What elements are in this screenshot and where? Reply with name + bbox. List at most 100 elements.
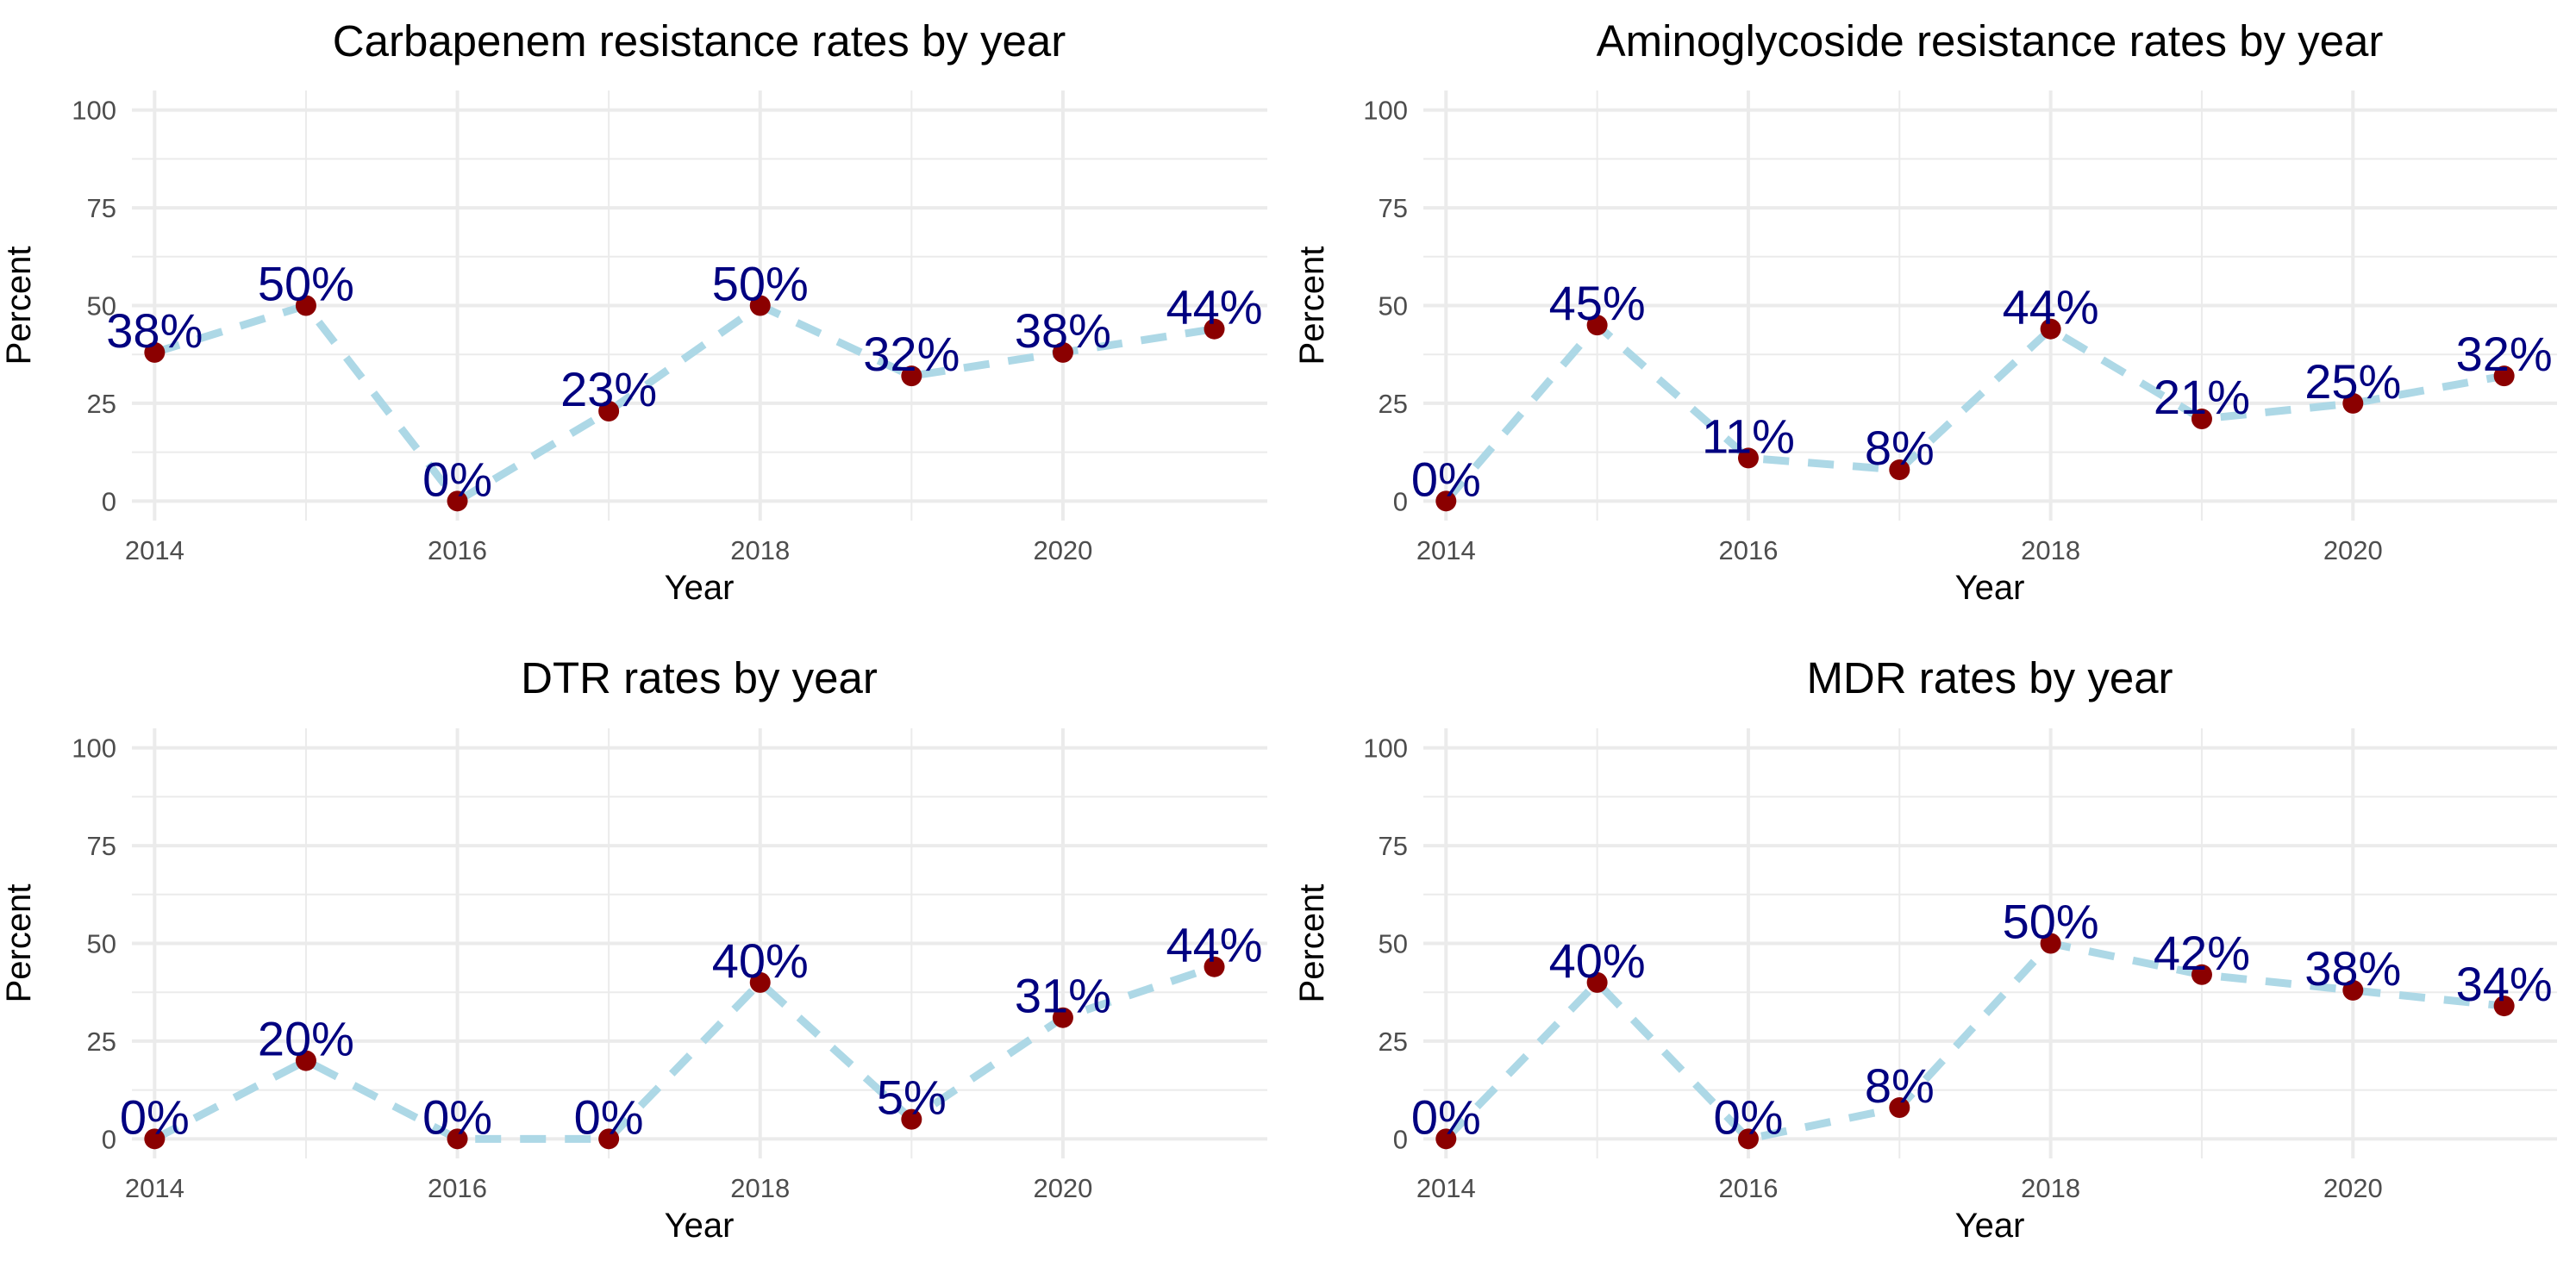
data-label: 5% (877, 1071, 947, 1125)
y-tick-label: 0 (102, 486, 116, 516)
data-label: 20% (258, 1012, 354, 1066)
data-point (2040, 933, 2061, 954)
data-point (1889, 459, 1910, 481)
y-tick-label: 50 (87, 291, 116, 321)
data-label: 38% (2304, 941, 2401, 996)
data-label: 32% (863, 327, 960, 381)
data-point (144, 1128, 166, 1150)
data-point (749, 971, 771, 993)
data-label: 23% (560, 362, 657, 416)
data-label: 8% (1865, 1058, 1935, 1113)
data-point (2493, 996, 2515, 1017)
data-label: 50% (258, 257, 354, 311)
chart-panel-2: 0 25 50 75 100 2014 2016 2018 2020 Aminoglycoside… (1293, 16, 2557, 607)
data-label: 0% (422, 452, 492, 506)
y-axis-label: Percent (1293, 884, 1331, 1003)
series-line (1443, 940, 2505, 1143)
chart-title: MDR rates by year (1806, 653, 2173, 702)
x-tick-label: 2014 (125, 535, 184, 565)
y-tick-label: 100 (1363, 734, 1408, 764)
data-point (2342, 392, 2364, 414)
data-point (598, 400, 620, 421)
data-label: 50% (2003, 895, 2099, 949)
y-tick-label: 50 (1379, 291, 1408, 321)
data-label: 34% (2456, 957, 2553, 1011)
data-label: 32% (2456, 327, 2553, 381)
data-point (1737, 447, 1759, 469)
y-tick-label: 25 (87, 389, 116, 419)
data-point (2040, 318, 2061, 340)
data-point (1052, 341, 1073, 363)
y-tick-label: 0 (102, 1124, 116, 1154)
data-label: 40% (1549, 933, 1646, 988)
y-axis-label: Percent (1293, 247, 1331, 365)
data-point (2191, 409, 2212, 430)
data-label: 0% (1411, 1089, 1481, 1144)
chart-panel-4: 0 25 50 75 100 2014 2016 2018 2020 MDR rates by y… (1293, 653, 2557, 1245)
y-axis-label: Percent (0, 884, 38, 1003)
x-tick-label: 2016 (428, 535, 487, 565)
data-label: 0% (574, 1089, 644, 1144)
series-line (153, 302, 1216, 505)
chart-title: Carbapenem resistance rates by year (333, 16, 1066, 66)
y-tick-label: 0 (1393, 486, 1408, 516)
data-point (1052, 1007, 1073, 1028)
y-tick-label: 50 (1379, 929, 1408, 959)
x-tick-label: 2014 (1416, 535, 1476, 565)
chart-title: DTR rates by year (521, 653, 878, 702)
x-tick-label: 2018 (2021, 535, 2080, 565)
y-tick-label: 100 (72, 96, 116, 126)
data-label: 44% (1166, 918, 1262, 972)
y-tick-label: 75 (87, 193, 116, 223)
data-label: 0% (1411, 452, 1481, 506)
y-tick-label: 25 (87, 1027, 116, 1057)
data-point (1435, 490, 1457, 512)
data-point (598, 1128, 620, 1150)
data-point (901, 1108, 922, 1130)
y-tick-label: 75 (1379, 831, 1408, 861)
data-label: 25% (2304, 354, 2401, 409)
data-point (2493, 365, 2515, 387)
data-label: 0% (1713, 1089, 1783, 1144)
x-tick-label: 2020 (1033, 535, 1092, 565)
data-point (144, 341, 166, 363)
data-point (295, 1050, 316, 1071)
x-axis-label: Year (665, 569, 735, 607)
y-tick-label: 0 (1393, 1124, 1408, 1154)
y-tick-label: 25 (1379, 1027, 1408, 1057)
data-point (1586, 315, 1608, 336)
x-tick-label: 2016 (428, 1173, 487, 1203)
data-label: 45% (1549, 276, 1646, 330)
x-tick-label: 2018 (730, 1173, 790, 1203)
x-tick-label: 2014 (1416, 1173, 1476, 1203)
data-point (295, 295, 316, 316)
y-tick-label: 100 (1363, 96, 1408, 126)
y-tick-label: 75 (87, 831, 116, 861)
x-axis-label: Year (665, 1207, 735, 1245)
x-tick-label: 2020 (2323, 535, 2383, 565)
x-tick-label: 2020 (2323, 1173, 2383, 1203)
data-point (749, 295, 771, 316)
data-label: 21% (2154, 370, 2250, 424)
data-label: 38% (106, 303, 203, 358)
y-tick-label: 50 (87, 929, 116, 959)
data-label: 40% (712, 933, 809, 988)
data-point (901, 365, 922, 387)
data-label: 42% (2154, 926, 2250, 980)
data-label: 0% (120, 1089, 190, 1144)
x-tick-label: 2014 (125, 1173, 184, 1203)
x-tick-label: 2020 (1033, 1173, 1092, 1203)
chart-panel-3: 0 25 50 75 100 2014 2016 2018 2020 DTR rates by y… (0, 653, 1267, 1245)
data-point (1204, 318, 1225, 340)
data-point (1204, 956, 1225, 977)
x-tick-label: 2016 (1718, 1173, 1778, 1203)
data-label: 0% (422, 1089, 492, 1144)
data-label: 44% (2003, 280, 2099, 334)
x-tick-label: 2018 (2021, 1173, 2080, 1203)
series-line (153, 963, 1216, 1143)
x-axis-label: Year (1955, 1207, 2025, 1245)
data-point (1889, 1097, 1910, 1119)
data-point (1435, 1128, 1457, 1150)
chart-title: Aminoglycoside resistance rates by year (1597, 16, 2384, 66)
